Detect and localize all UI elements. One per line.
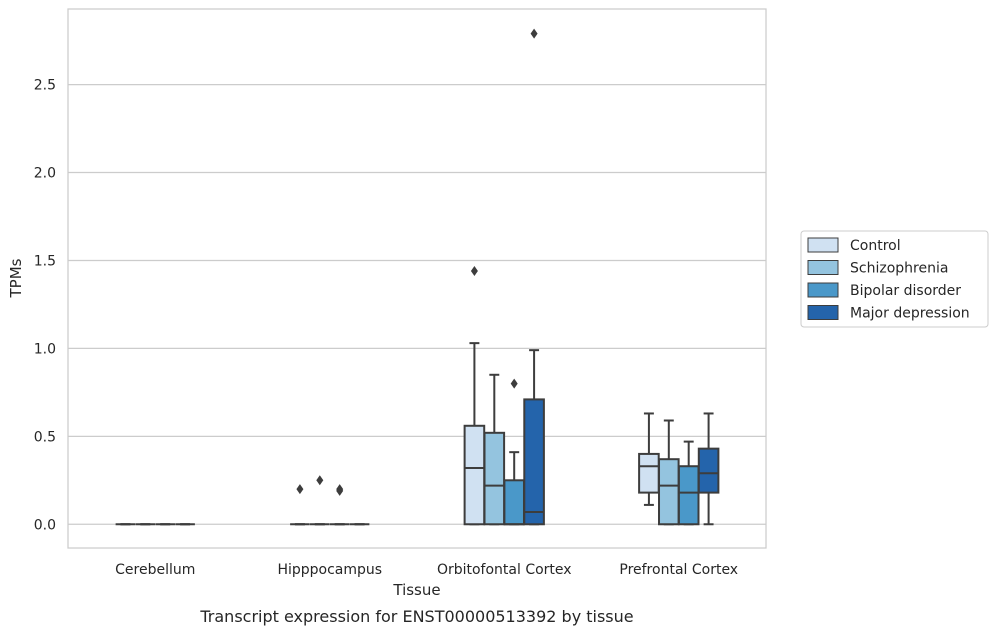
legend-frame [800, 230, 989, 328]
legend-swatch [807, 237, 839, 253]
legend: Control Schizophrenia Bipolar disorder Majo… [800, 230, 989, 328]
x-axis-label: Tissue [392, 581, 440, 599]
legend-swatch [807, 282, 839, 298]
y-tick-label: 2.0 [34, 166, 56, 182]
plot-area-frame [67, 8, 767, 549]
y-tick-label: 2.5 [34, 78, 56, 94]
box-iqr [503, 479, 525, 526]
legend-entry-label: Major depression [850, 306, 970, 322]
outlier-point [316, 475, 324, 486]
box-group [503, 378, 525, 526]
x-tick-label: Prefrontal Cortex [619, 562, 738, 578]
y-tick-label: 0.5 [34, 429, 56, 445]
legend-swatch [807, 260, 839, 275]
legend-entry-label: Schizophrenia [850, 261, 948, 277]
box-iqr [677, 465, 700, 526]
x-tick-label: Cerebellum [115, 562, 195, 578]
box-iqr [638, 452, 660, 494]
y-tick-label: 1.5 [34, 253, 56, 269]
box-iqr [483, 431, 506, 526]
outlier-point [530, 28, 538, 39]
box-group [483, 373, 506, 526]
box-group [310, 475, 330, 526]
box-group [677, 440, 700, 526]
outlier-point [470, 266, 478, 277]
box-groups [115, 28, 720, 526]
box-group [463, 266, 486, 526]
x-tick-labels: Cerebellum Hipppocampus Orbitofontal Corte… [115, 562, 738, 578]
y-axis-label: TPMs [7, 258, 25, 298]
legend-entry-label: Bipolar disorder [850, 283, 961, 299]
y-tick-labels: 0.0 0.5 1.0 1.5 2.0 2.5 [34, 78, 56, 534]
box-iqr [658, 458, 680, 526]
box-group [290, 484, 310, 526]
box-iqr [697, 447, 720, 494]
y-tick-label: 0.0 [34, 517, 56, 533]
outlier-point [336, 485, 344, 496]
box-group [697, 412, 720, 526]
outlier-point [296, 484, 304, 495]
outlier-point [510, 378, 518, 389]
box-iqr [523, 398, 545, 526]
box-group [523, 28, 545, 526]
x-tick-label: Orbitofontal Cortex [437, 562, 572, 578]
legend-entry-label: Control [850, 238, 901, 254]
x-tick-label: Hipppocampus [277, 562, 382, 578]
y-tick-label: 1.0 [34, 341, 56, 357]
box-iqr [463, 424, 486, 526]
chart-caption: Transcript expression for ENST0000051339… [199, 607, 633, 626]
legend-swatch [807, 305, 839, 320]
box-group [329, 484, 350, 526]
